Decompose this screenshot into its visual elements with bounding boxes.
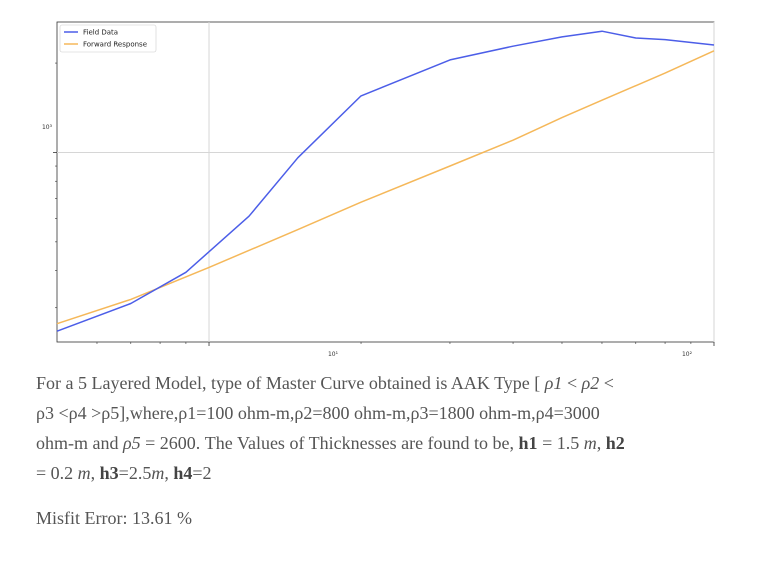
desc-text: < bbox=[599, 373, 614, 393]
rho5-symbol: ρ5 bbox=[123, 433, 141, 453]
series-line-forward-response bbox=[56, 50, 715, 325]
legend-box bbox=[59, 24, 157, 53]
h2-symbol: h2 bbox=[605, 433, 625, 453]
model-description: For a 5 Layered Model, type of Master Cu… bbox=[36, 368, 736, 488]
desc-text: , bbox=[90, 463, 100, 483]
legend: Field Data Forward Response bbox=[59, 24, 157, 53]
desc-text: =2.5 bbox=[118, 463, 152, 483]
desc-text: = 0.2 bbox=[36, 463, 78, 483]
series-layer bbox=[56, 30, 715, 332]
desc-text: = 1.5 bbox=[537, 433, 584, 453]
y-tick-label-1000: 10³ bbox=[42, 124, 53, 131]
rho1-symbol: ρ1 bbox=[544, 373, 563, 393]
x-tick-label-100: 10² bbox=[682, 351, 693, 358]
desc-text: , bbox=[164, 463, 174, 483]
h4-symbol: h4 bbox=[173, 463, 193, 483]
desc-text: < bbox=[562, 373, 582, 393]
resistivity-chart: 10¹ 10² 10³ Field Data Forward Response bbox=[42, 21, 715, 358]
h1-symbol: h1 bbox=[518, 433, 538, 453]
legend-label-field-data: Field Data bbox=[83, 29, 118, 37]
desc-text: , bbox=[596, 433, 606, 453]
rho2-symbol: ρ2 bbox=[581, 373, 600, 393]
plot-area bbox=[56, 21, 715, 343]
desc-text: =2 bbox=[192, 463, 212, 483]
grid-lines bbox=[57, 22, 715, 342]
h3-symbol: h3 bbox=[99, 463, 119, 483]
desc-text: For a 5 Layered Model, type of Master Cu… bbox=[36, 373, 545, 393]
desc-text: ohm-m and bbox=[36, 433, 123, 453]
unit-symbol: m bbox=[151, 463, 165, 483]
desc-text: = 2600. The Values of Thicknesses are fo… bbox=[140, 433, 519, 453]
x-tick-label-10: 10¹ bbox=[328, 351, 339, 358]
desc-text: ρ3 <ρ4 >ρ5],where,ρ1=100 ohm-m,ρ2=800 oh… bbox=[36, 403, 600, 423]
axis-ticks bbox=[53, 62, 715, 346]
unit-symbol: m bbox=[583, 433, 597, 453]
unit-symbol: m bbox=[77, 463, 91, 483]
misfit-error: Misfit Error: 13.61 % bbox=[36, 508, 192, 528]
series-line-field-data bbox=[56, 30, 715, 332]
legend-label-forward-response: Forward Response bbox=[83, 41, 147, 49]
